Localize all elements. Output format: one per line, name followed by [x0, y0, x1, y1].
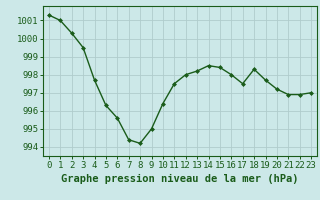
X-axis label: Graphe pression niveau de la mer (hPa): Graphe pression niveau de la mer (hPa) — [61, 174, 299, 184]
